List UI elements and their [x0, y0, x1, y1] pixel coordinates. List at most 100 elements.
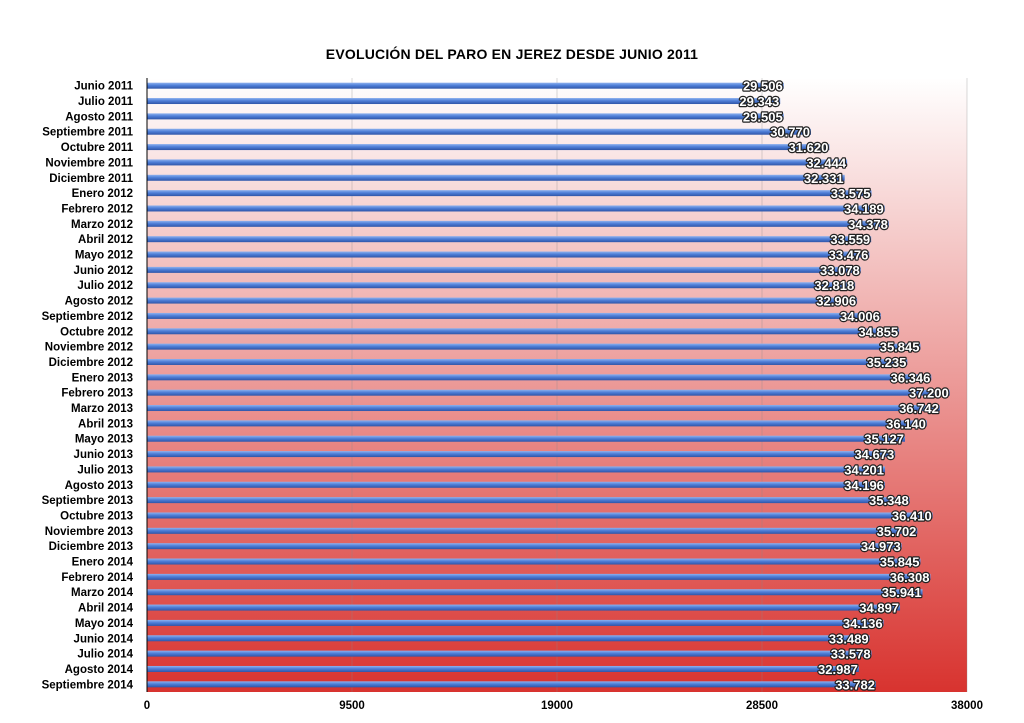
category-label: Agosto 2012: [65, 296, 133, 308]
bar: [147, 451, 896, 458]
data-label: 33.476: [829, 248, 869, 263]
data-label: 34.196: [844, 478, 884, 493]
category-label: Septiembre 2013: [42, 495, 133, 507]
data-label: 29.505: [743, 109, 783, 124]
bar: [147, 343, 921, 350]
category-label: Junio 2014: [74, 633, 134, 645]
category-label: Enero 2012: [72, 188, 133, 200]
category-label: Julio 2013: [77, 464, 133, 476]
category-label: Abril 2012: [78, 234, 133, 246]
data-labels: 29.50629.34329.50530.77031.62032.44432.3…: [738, 77, 950, 693]
category-label: Febrero 2012: [61, 203, 133, 215]
bar: [147, 282, 856, 289]
category-label: Agosto 2014: [65, 664, 134, 676]
bar: [147, 589, 923, 596]
data-label: 33.559: [830, 232, 870, 247]
bar: [147, 312, 881, 319]
bar: [147, 174, 845, 181]
category-label: Noviembre 2011: [45, 157, 133, 169]
x-tick-label: 28500: [746, 700, 778, 712]
bar: [147, 389, 950, 396]
data-label: 35.348: [869, 493, 909, 508]
data-label: 33.078: [820, 263, 860, 278]
bar: [147, 220, 889, 227]
data-label: 32.906: [816, 294, 856, 309]
data-label: 35.845: [880, 555, 920, 570]
bar: [147, 236, 872, 243]
bar: [147, 190, 872, 197]
category-label: Septiembre 2011: [42, 127, 133, 139]
data-label: 35.845: [880, 340, 920, 355]
category-label: Febrero 2014: [61, 572, 133, 584]
bar: [147, 405, 940, 412]
bar: [147, 497, 910, 504]
category-label: Diciembre 2012: [49, 357, 133, 369]
bar: [147, 128, 811, 135]
category-labels: Junio 2011 Julio 2011 Agosto 2011 Septiembr…: [42, 81, 134, 692]
data-label: 36.308: [890, 570, 930, 585]
data-label: 34.855: [858, 324, 898, 339]
category-label: Mayo 2014: [75, 618, 134, 630]
data-label: 33.489: [829, 631, 869, 646]
category-label: Octubre 2012: [60, 326, 133, 338]
bar: [147, 558, 921, 565]
bar: [147, 635, 870, 642]
bar: [147, 681, 876, 688]
category-label: Enero 2014: [72, 557, 134, 569]
data-label: 34.673: [854, 447, 894, 462]
category-label: Noviembre 2012: [45, 342, 133, 354]
category-label: Mayo 2013: [75, 434, 133, 446]
x-tick-label: 38000: [951, 700, 983, 712]
category-label: Junio 2011: [74, 81, 133, 93]
chart-title: EVOLUCIÓN DEL PARO EN JEREZ DESDE JUNIO …: [325, 46, 699, 62]
data-label: 32.987: [818, 662, 858, 677]
bar: [147, 481, 885, 488]
data-label: 36.140: [886, 416, 926, 431]
bar: [147, 573, 931, 580]
data-label: 37.200: [909, 386, 949, 401]
category-label: Agosto 2011: [65, 111, 133, 123]
category-label: Mayo 2012: [75, 250, 133, 262]
category-label: Noviembre 2013: [45, 526, 133, 538]
data-label: 34.189: [844, 201, 884, 216]
category-label: Julio 2012: [77, 280, 133, 292]
data-label: 34.973: [861, 539, 901, 554]
bar: [147, 205, 885, 212]
bar: [147, 619, 884, 626]
category-label: Octubre 2011: [61, 142, 134, 154]
data-label: 32.331: [804, 171, 844, 186]
category-label: Septiembre 2012: [42, 311, 133, 323]
bar: [147, 98, 781, 105]
data-label: 34.136: [843, 616, 883, 631]
data-label: 32.444: [806, 155, 847, 170]
bar: [147, 82, 784, 89]
x-tick-label: 19000: [541, 700, 573, 712]
bar: [147, 251, 870, 258]
category-label: Diciembre 2013: [49, 541, 133, 553]
bar: [147, 266, 861, 273]
x-tick-label: 9500: [339, 700, 365, 712]
x-axis-ticks: 0 9500 19000 28500 38000: [144, 700, 983, 712]
data-label: 35.127: [864, 432, 904, 447]
category-label: Junio 2013: [74, 449, 133, 461]
bars: [147, 82, 950, 688]
bar: [147, 466, 886, 473]
category-label: Julio 2011: [78, 96, 134, 108]
bar: [147, 512, 933, 519]
data-label: 35.941: [882, 585, 922, 600]
category-label: Abril 2013: [78, 418, 133, 430]
category-label: Junio 2012: [74, 265, 133, 277]
category-label: Febrero 2013: [61, 388, 133, 400]
bar: [147, 328, 900, 335]
data-label: 36.346: [891, 370, 931, 385]
data-label: 34.006: [840, 309, 880, 324]
category-label: Agosto 2013: [65, 480, 133, 492]
data-label: 34.378: [848, 217, 888, 232]
bar: [147, 543, 902, 550]
bar: [147, 297, 858, 304]
category-label: Octubre 2013: [60, 510, 133, 522]
data-label: 33.578: [831, 647, 871, 662]
data-label: 36.742: [899, 401, 939, 416]
x-tick-label: 0: [144, 700, 150, 712]
